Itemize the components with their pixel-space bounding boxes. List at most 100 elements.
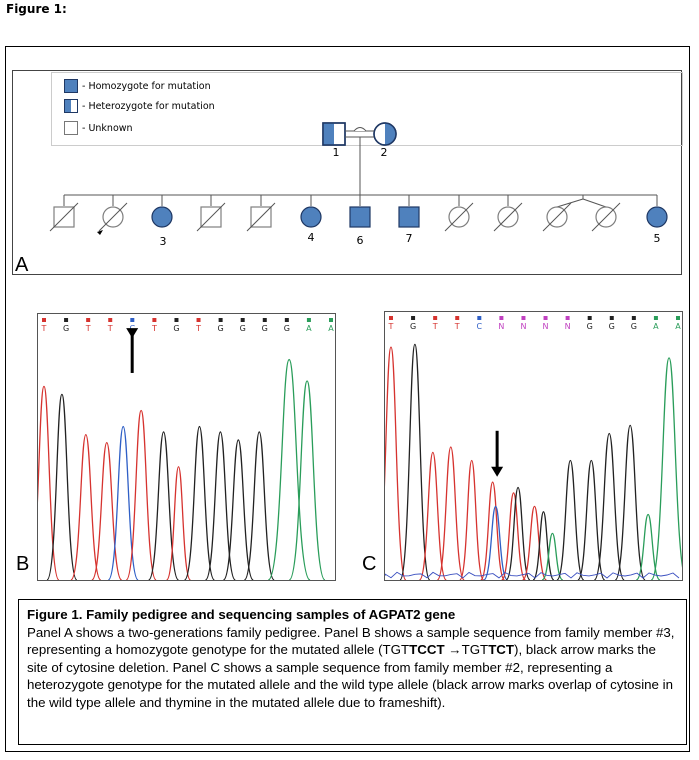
parent-1-father bbox=[322, 122, 346, 146]
base-marker bbox=[152, 318, 157, 322]
base-call-label: G bbox=[284, 324, 290, 333]
base-call-label: T bbox=[151, 324, 157, 333]
legend-homozygote: - Homozygote for mutation bbox=[64, 79, 211, 93]
trace-peak bbox=[532, 511, 555, 580]
child-3-affected-female bbox=[151, 206, 173, 228]
base-call-label: A bbox=[328, 324, 334, 333]
child-5-affected-female bbox=[646, 206, 668, 228]
legend-unknown: - Unknown bbox=[64, 121, 133, 135]
caption-title: Figure 1. Family pedigree and sequencing… bbox=[27, 607, 456, 622]
trace-peak bbox=[650, 357, 682, 580]
panel-b-chromatogram: TGTTCTGTGGGGAA bbox=[37, 313, 336, 581]
base-call-label: T bbox=[388, 322, 394, 331]
base-marker bbox=[130, 318, 135, 322]
twin-unknown-female-1 bbox=[542, 202, 572, 232]
base-call-label: A bbox=[675, 322, 681, 331]
child-unknown-male-deceased-2 bbox=[196, 202, 226, 232]
child-number-3: 3 bbox=[160, 235, 167, 248]
base-marker bbox=[262, 318, 267, 322]
base-call-label: T bbox=[107, 324, 113, 333]
caption-body: Panel A shows a two-generations family p… bbox=[27, 624, 675, 710]
base-marker bbox=[631, 316, 636, 320]
legend-homozygote-label: - Homozygote for mutation bbox=[82, 80, 211, 92]
parent-number-2: 2 bbox=[381, 146, 388, 159]
trace-peak bbox=[436, 446, 465, 580]
base-marker bbox=[86, 318, 91, 322]
heterozygote-swatch-icon bbox=[64, 99, 78, 113]
marriage-line bbox=[345, 127, 374, 138]
trace-peak bbox=[125, 409, 157, 580]
trace-peak bbox=[243, 431, 275, 580]
trace-peak bbox=[614, 424, 646, 580]
child-unknown-female-deceased-3 bbox=[493, 202, 523, 232]
panel-c-letter: C bbox=[362, 553, 377, 575]
trace-peak bbox=[459, 459, 485, 580]
child-unknown-female-deceased-2 bbox=[444, 202, 474, 232]
legend-unknown-label: - Unknown bbox=[82, 122, 133, 134]
base-marker bbox=[565, 316, 570, 320]
trace-peak bbox=[556, 459, 585, 580]
base-marker bbox=[329, 318, 333, 322]
base-marker bbox=[521, 316, 526, 320]
child-number-4: 4 bbox=[308, 231, 315, 244]
base-marker bbox=[455, 316, 460, 320]
trace-peak bbox=[46, 393, 78, 580]
base-marker bbox=[609, 316, 614, 320]
trace-peak bbox=[385, 346, 407, 580]
base-call-label: G bbox=[240, 324, 246, 333]
parent-2-mother bbox=[373, 122, 397, 146]
trace-peak bbox=[577, 459, 606, 580]
trace-peak bbox=[635, 513, 661, 580]
panel-a-letter: A bbox=[15, 254, 29, 276]
base-marker bbox=[477, 316, 482, 320]
base-marker bbox=[653, 316, 658, 320]
unknown-swatch-icon bbox=[64, 121, 78, 135]
base-call-label: G bbox=[63, 324, 69, 333]
base-call-label: C bbox=[477, 322, 483, 331]
trace-peak bbox=[288, 380, 326, 580]
base-marker bbox=[499, 316, 504, 320]
pedigree-chart: 1 2 bbox=[49, 122, 668, 248]
figure-caption: Figure 1. Family pedigree and sequencing… bbox=[18, 599, 687, 745]
trace-peak bbox=[500, 492, 527, 580]
child-7-affected-male bbox=[398, 206, 420, 228]
pedigree-legend: - Homozygote for mutation - Heterozygote… bbox=[51, 72, 683, 146]
base-marker bbox=[108, 318, 113, 322]
trace-peak bbox=[222, 439, 254, 580]
base-call-label: T bbox=[85, 324, 91, 333]
figure-frame bbox=[5, 46, 690, 752]
base-marker bbox=[64, 318, 69, 322]
base-call-label: N bbox=[565, 322, 571, 331]
trace-peak bbox=[38, 385, 60, 580]
trace-peak bbox=[165, 466, 192, 580]
trace-peak bbox=[70, 433, 102, 580]
base-marker bbox=[196, 318, 201, 322]
base-call-label: G bbox=[410, 322, 416, 331]
base-call-label: G bbox=[587, 322, 593, 331]
trace-peak bbox=[505, 486, 531, 580]
panel-b-letter: B bbox=[16, 553, 30, 575]
base-call-label: G bbox=[631, 322, 637, 331]
base-call-label: T bbox=[41, 324, 47, 333]
figure-label: Figure 1: bbox=[6, 2, 67, 16]
base-marker bbox=[306, 318, 311, 322]
base-marker bbox=[240, 318, 245, 322]
child-number-7: 7 bbox=[406, 232, 413, 245]
base-call-label: N bbox=[498, 322, 504, 331]
mutation-arrow-icon bbox=[126, 328, 139, 373]
trace-peak bbox=[267, 358, 311, 580]
base-marker bbox=[389, 316, 393, 320]
panel-a-frame bbox=[12, 70, 682, 275]
child-unknown-male-deceased-3 bbox=[246, 202, 276, 232]
base-call-label: G bbox=[262, 324, 268, 333]
trace-peak bbox=[107, 425, 139, 580]
mutation-arrow-icon bbox=[491, 430, 504, 477]
trace-peak bbox=[483, 505, 509, 580]
legend-heterozygote-label: - Heterozygote for mutation bbox=[82, 100, 215, 112]
baseline-noise bbox=[385, 571, 680, 579]
base-marker bbox=[543, 316, 548, 320]
trace-peak bbox=[541, 532, 564, 580]
base-marker bbox=[284, 318, 289, 322]
base-call-label: N bbox=[543, 322, 549, 331]
